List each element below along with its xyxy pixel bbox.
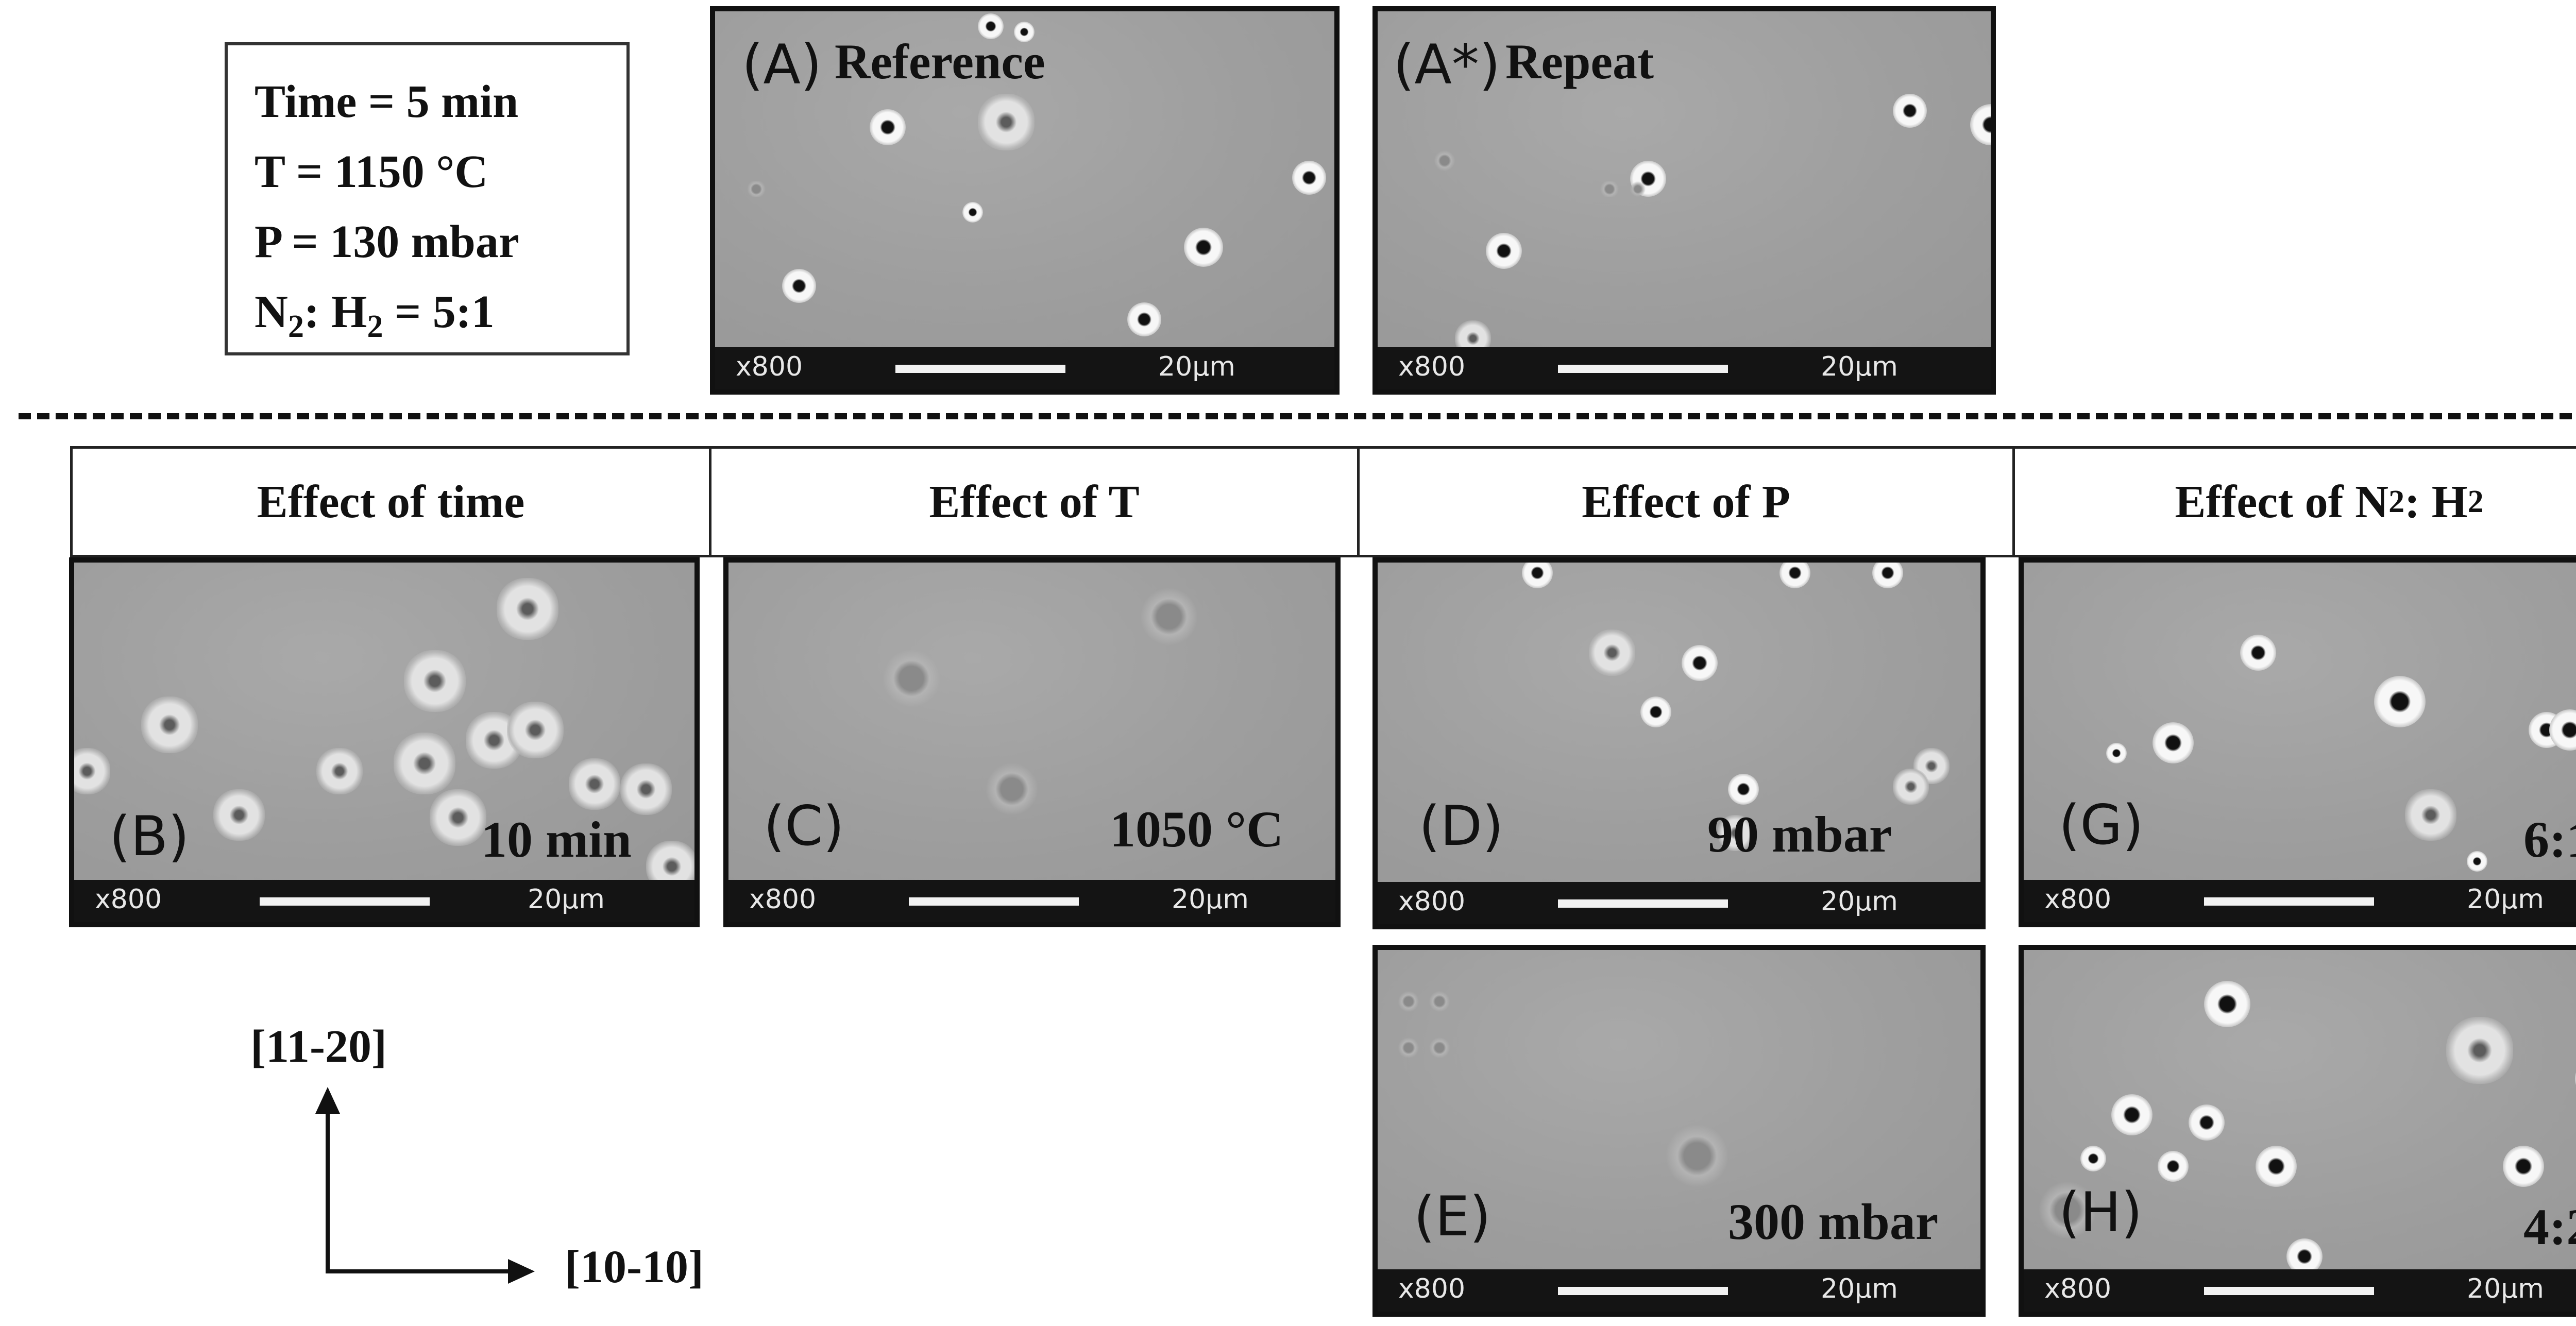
sem-info-bar: x800 20µm [74, 880, 694, 922]
sem-info-bar: x800 20µm [1378, 347, 1991, 389]
scale-bar [1558, 365, 1728, 373]
panel-label-a: (A) [742, 33, 822, 96]
axis-line-vertical [326, 1099, 330, 1273]
sem-image [728, 563, 1335, 880]
sem-panel-e: x800 20µm (E) 300 mbar [1372, 945, 1986, 1317]
scale-bar [2204, 1287, 2374, 1295]
sem-image [2024, 563, 2576, 880]
sem-info-bar: x800 20µm [728, 880, 1335, 922]
condition-gas-ratio: N2: H2 = 5:1 [255, 286, 495, 344]
scale-label: 20µm [1172, 884, 1249, 915]
sem-image [74, 563, 694, 880]
magnification-label: x800 [1398, 351, 1466, 382]
panel-value-b: 10 min [481, 811, 632, 868]
sem-image [1378, 950, 1980, 1269]
magnification-label: x800 [2044, 1273, 2112, 1304]
axis-label-horizontal: [10-10] [565, 1242, 704, 1293]
sem-info-bar: x800 20µm [2024, 880, 2576, 922]
dashed-divider [19, 413, 2576, 419]
magnification-label: x800 [1398, 886, 1466, 917]
panel-value-e: 300 mbar [1728, 1193, 1939, 1250]
scale-label: 20µm [2467, 1273, 2544, 1304]
panel-label-e: (E) [1414, 1185, 1491, 1248]
scale-label: 20µm [1821, 1273, 1898, 1304]
panel-value-c: 1050 °C [1110, 801, 1284, 858]
sem-info-bar: x800 20µm [1378, 882, 1980, 924]
scale-bar [2204, 897, 2374, 906]
magnification-label: x800 [749, 884, 817, 915]
scale-bar [1558, 1287, 1728, 1295]
conditions-box: Time = 5 min T = 1150 °C P = 130 mbar N2… [225, 42, 630, 355]
scale-bar [260, 897, 430, 906]
axis-line-horizontal [326, 1269, 512, 1273]
magnification-label: x800 [736, 351, 803, 382]
panel-label-b: (B) [109, 805, 190, 868]
magnification-label: x800 [1398, 1273, 1466, 1304]
sem-info-bar: x800 20µm [2024, 1269, 2576, 1312]
panel-label-d: (D) [1419, 794, 1504, 858]
header-effect-of-pressure: Effect of P [1360, 449, 2015, 555]
scale-bar [1558, 899, 1728, 908]
sem-panel-b: x800 20µm (B) 10 min [69, 557, 700, 927]
condition-pressure: P = 130 mbar [255, 216, 519, 267]
magnification-label: x800 [2044, 884, 2112, 915]
axis-label-vertical: [11-20] [250, 1021, 387, 1072]
header-effect-of-temperature: Effect of T [711, 449, 1360, 555]
scale-bar [909, 897, 1079, 906]
sem-panel-h: x800 20µm (H) 4:2 [2019, 945, 2576, 1317]
panel-title-a: Reference [835, 34, 1045, 89]
panel-value-g: 6:1 [2523, 811, 2576, 868]
panel-label-a-star: (A*) [1393, 33, 1501, 96]
sem-info-bar: x800 20µm [715, 347, 1334, 389]
scale-label: 20µm [528, 884, 605, 915]
axis-arrow-right-icon [508, 1259, 535, 1284]
panel-label-h: (H) [2059, 1181, 2143, 1244]
condition-time: Time = 5 min [255, 76, 519, 127]
panel-value-h: 4:2 [2523, 1198, 2576, 1255]
scale-label: 20µm [2467, 884, 2544, 915]
sem-image [1378, 11, 1991, 347]
panel-label-c: (C) [764, 794, 844, 858]
magnification-label: x800 [95, 884, 162, 915]
scale-bar [895, 365, 1065, 373]
scale-label: 20µm [1821, 351, 1898, 382]
sem-panel-d: x800 20µm (D) 90 mbar [1372, 557, 1986, 929]
scale-label: 20µm [1821, 886, 1898, 917]
sem-panel-a: x800 20µm (A) Reference [710, 6, 1340, 395]
sem-panel-g: x800 20µm (G) 6:1 [2019, 557, 2576, 927]
condition-temperature: T = 1150 °C [255, 146, 488, 197]
panel-label-g: (G) [2059, 793, 2144, 857]
sem-panel-a-star: x800 20µm (A*) Repeat [1372, 6, 1996, 395]
sem-image [2024, 950, 2576, 1269]
sem-image [715, 11, 1334, 347]
sem-image [1378, 563, 1980, 882]
sem-info-bar: x800 20µm [1378, 1269, 1980, 1312]
effect-header-row: Effect of time Effect of T Effect of P E… [70, 446, 2576, 557]
panel-value-d: 90 mbar [1707, 806, 1892, 863]
scale-label: 20µm [1158, 351, 1235, 382]
panel-title-a-star: Repeat [1505, 34, 1654, 89]
sem-panel-c: x800 20µm (C) 1050 °C [723, 557, 1341, 927]
header-effect-of-time: Effect of time [73, 449, 711, 555]
